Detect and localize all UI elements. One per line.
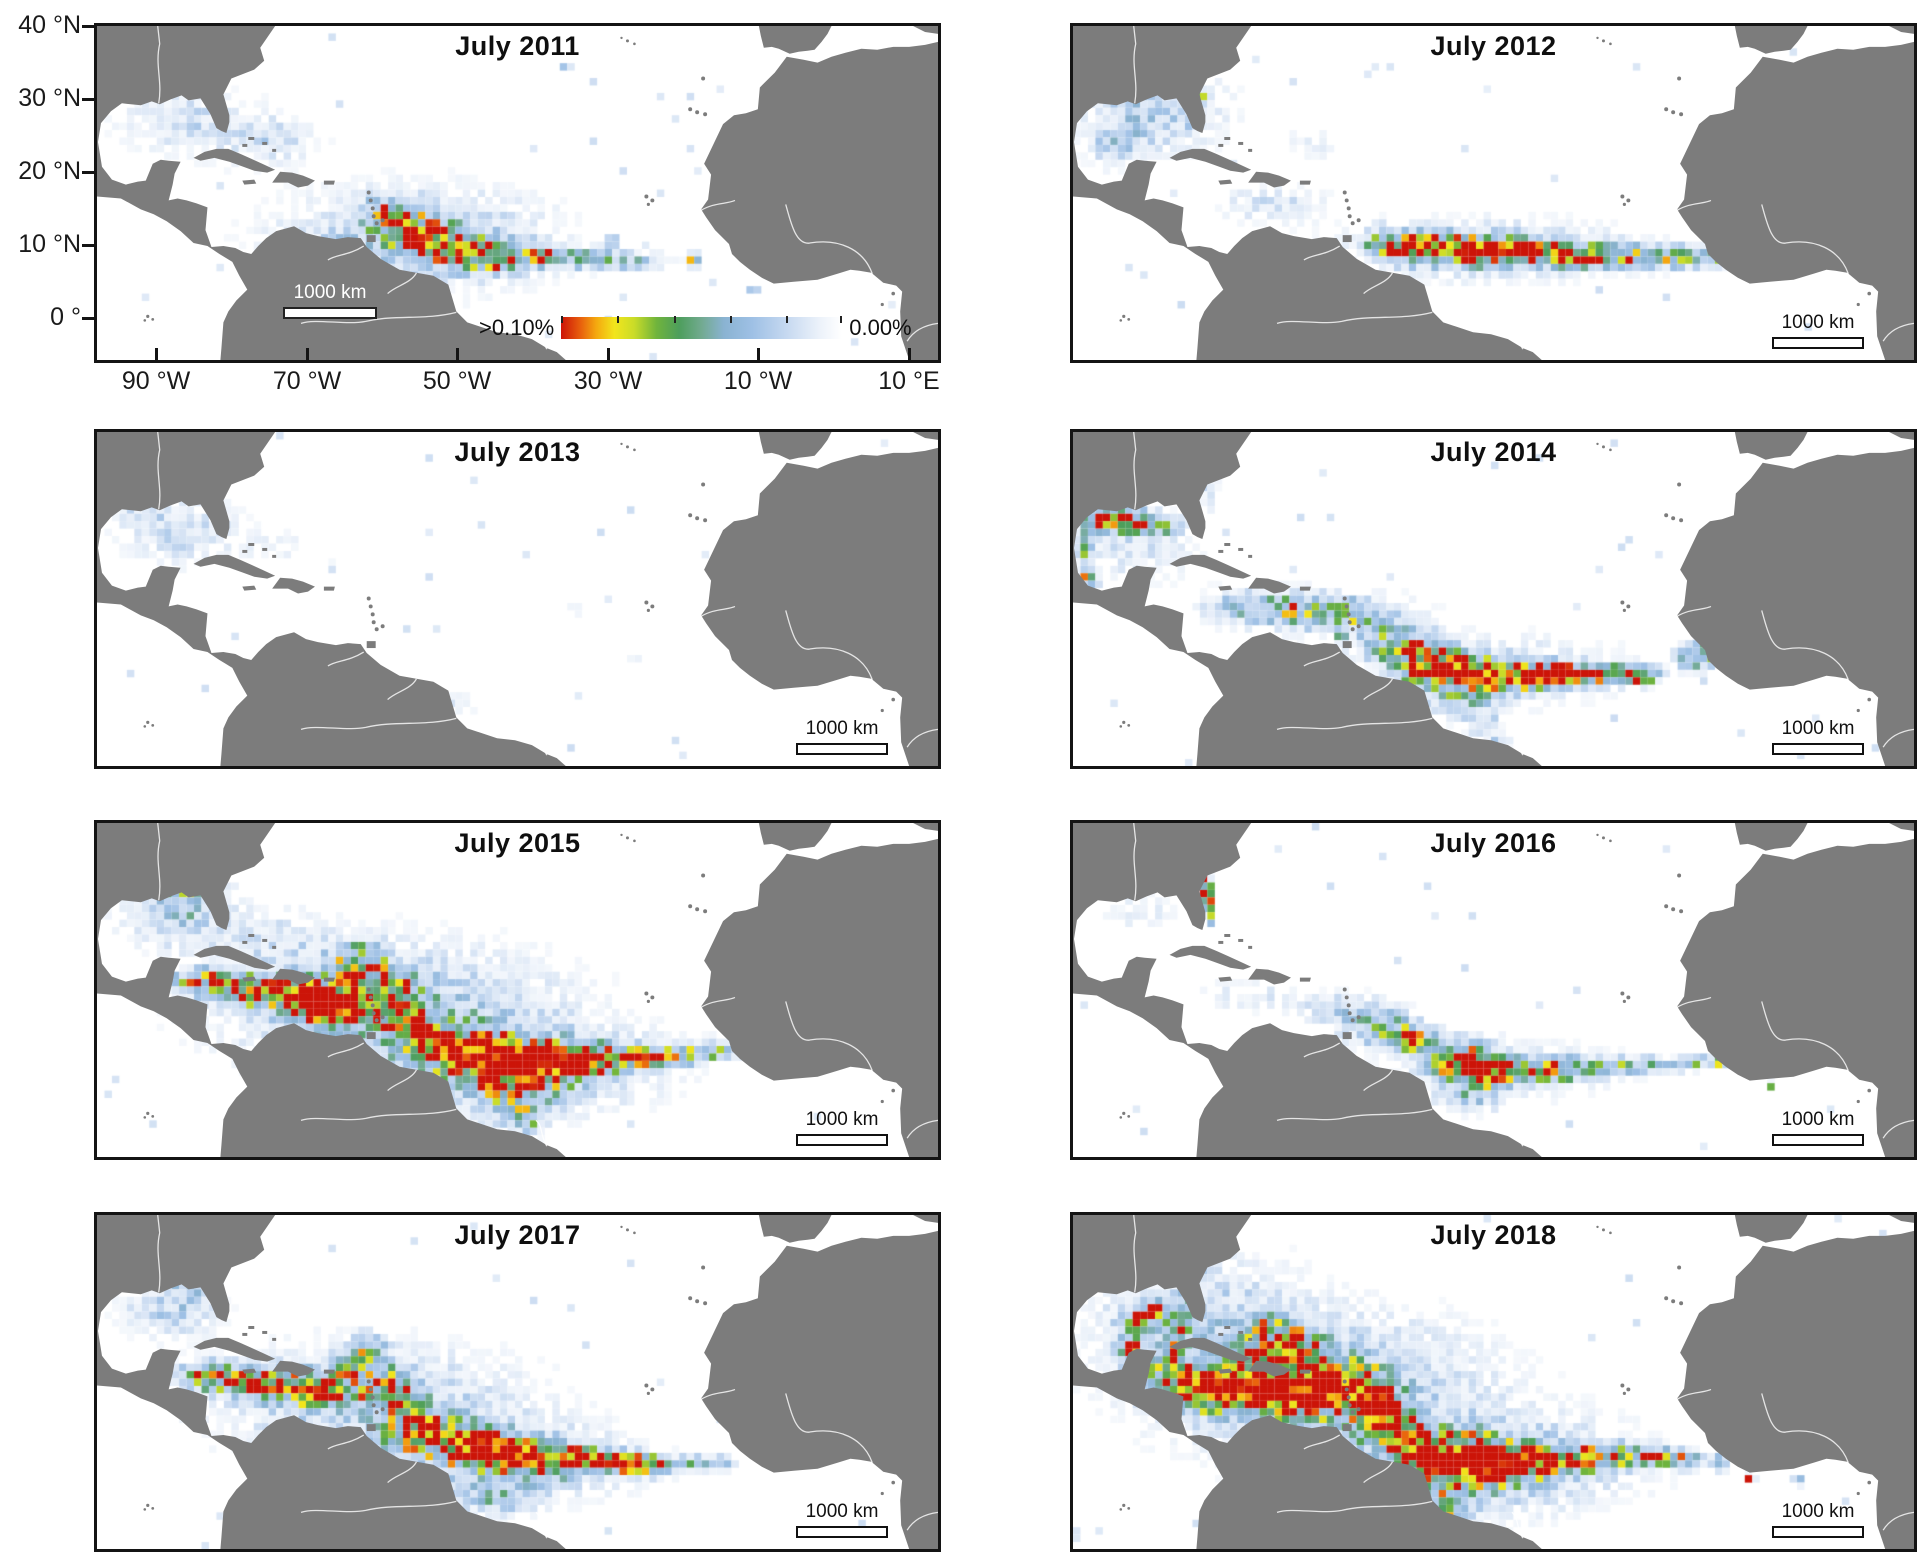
scale-bar-label: 1000 km [1781, 1501, 1855, 1522]
color-legend: >0.10% 0.00% [479, 315, 912, 341]
lat-axis-tick [82, 170, 94, 174]
lon-axis-label: 50 °W [422, 367, 492, 395]
scale-bar-rect [1772, 1134, 1864, 1146]
lon-axis-tick [306, 348, 309, 360]
lon-axis-tick [607, 348, 610, 360]
panel-title: July 2017 [454, 1220, 581, 1250]
scale-bar-rect [796, 1134, 888, 1146]
legend-tick [561, 316, 564, 323]
scale-bar-label: 1000 km [805, 718, 879, 739]
legend-min-label: 0.00% [849, 315, 912, 340]
scale-bar-label: 1000 km [1781, 312, 1855, 333]
panel-title: July 2014 [1430, 437, 1557, 467]
scale-bar-rect [1772, 1526, 1864, 1538]
heatmap-canvas-2011 [97, 26, 938, 360]
scale-bar-rect [796, 743, 888, 755]
scale-bar-label: 1000 km [1781, 718, 1855, 739]
heatmap-canvas-2013 [97, 432, 938, 766]
scale-bar-label: 1000 km [805, 1501, 879, 1522]
heatmap-canvas-2015 [97, 823, 938, 1157]
scale-bar: 1000 km [1772, 1501, 1864, 1538]
scale-bar-rect [1772, 337, 1864, 349]
heatmap-canvas-2017 [97, 1215, 938, 1549]
scale-bar: 1000 km [1772, 1109, 1864, 1146]
map-panel-july-2011: July 2011 1000 km >0.10% 0.00% 40 °N 30 °… [18, 11, 941, 395]
heatmap-canvas-2014 [1073, 432, 1914, 766]
scale-bar-label: 1000 km [293, 282, 367, 303]
lon-axis-tick [908, 348, 911, 360]
map-panel-july-2012: July 2012 1000 km [1070, 23, 1917, 363]
scale-bar: 1000 km [1772, 312, 1864, 349]
lat-axis-tick [82, 97, 94, 101]
legend-tick [617, 316, 620, 323]
legend-tick [673, 316, 676, 323]
lat-axis-label: 0 ° [50, 303, 81, 331]
scale-bar: 1000 km [283, 282, 377, 319]
panel-title: July 2012 [1430, 31, 1557, 61]
scale-bar: 1000 km [796, 1501, 888, 1538]
map-panel-july-2014: July 2014 1000 km [1070, 429, 1917, 769]
scale-bar: 1000 km [796, 1109, 888, 1146]
legend-gradient-bar [561, 316, 843, 339]
lon-axis-label: 70 °W [272, 367, 342, 395]
heatmap-canvas-2016 [1073, 823, 1914, 1157]
lon-axis-label: 10 °W [723, 367, 793, 395]
scale-bar-rect [1772, 743, 1864, 755]
panel-title: July 2011 [455, 31, 580, 61]
lon-axis-label: 10 °E [878, 367, 940, 395]
panel-title: July 2013 [454, 437, 581, 467]
scale-bar-rect [796, 1526, 888, 1538]
map-panel-july-2013: July 2013 1000 km [94, 429, 941, 769]
scale-bar-label: 1000 km [805, 1109, 879, 1130]
legend-tick [786, 316, 789, 323]
lon-axis-tick [757, 348, 760, 360]
map-panel-july-2015: July 2015 1000 km [94, 820, 941, 1160]
lon-axis-tick [456, 348, 459, 360]
panel-title: July 2018 [1430, 1220, 1557, 1250]
heatmap-canvas-2018 [1073, 1215, 1914, 1549]
lon-axis-label: 30 °W [573, 367, 643, 395]
map-panel-july-2016: July 2016 1000 km [1070, 820, 1917, 1160]
scale-bar-label: 1000 km [1781, 1109, 1855, 1130]
lat-axis-label: 20 °N [18, 157, 81, 185]
lat-axis-label: 10 °N [18, 230, 81, 258]
legend-tick [840, 316, 843, 323]
lat-axis-label: 30 °N [18, 84, 81, 112]
panel-title: July 2015 [454, 828, 581, 858]
map-panel-july-2017: July 2017 1000 km [94, 1212, 941, 1552]
lat-axis-tick [82, 24, 94, 28]
legend-tick [729, 316, 732, 323]
legend-max-label: >0.10% [479, 315, 555, 340]
lon-axis-tick [155, 348, 158, 360]
panel-title: July 2016 [1430, 828, 1557, 858]
map-panel-july-2018: July 2018 1000 km [1070, 1212, 1917, 1552]
lat-axis-tick [82, 316, 94, 320]
scale-bar-rect [283, 307, 377, 319]
lat-axis-label: 40 °N [18, 11, 81, 39]
scale-bar: 1000 km [796, 718, 888, 755]
lon-axis-label: 90 °W [121, 367, 191, 395]
lat-axis-tick [82, 243, 94, 247]
heatmap-canvas-2012 [1073, 26, 1914, 360]
scale-bar: 1000 km [1772, 718, 1864, 755]
